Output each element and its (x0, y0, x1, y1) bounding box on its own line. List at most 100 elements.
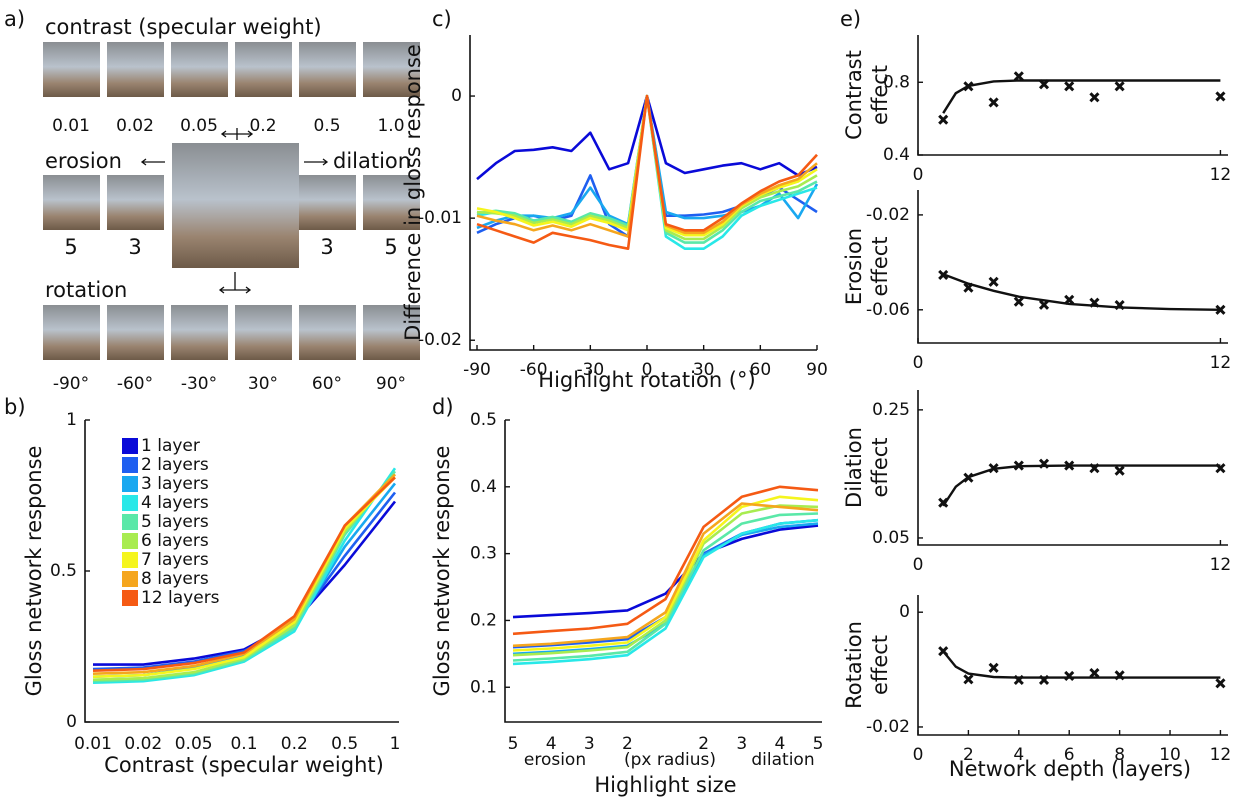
x-tick-label: 90 (806, 360, 828, 380)
series-line (92, 467, 397, 684)
marker (988, 97, 999, 108)
thumbnail (107, 175, 164, 230)
fit-line (942, 79, 1221, 114)
legend-label: 6 layers (141, 531, 209, 551)
marker (963, 282, 974, 293)
marker (1013, 460, 1024, 471)
legend-swatch (122, 476, 138, 492)
marker (1038, 299, 1050, 310)
marker (1038, 458, 1050, 469)
thumb-label: 5 (64, 235, 77, 259)
x-annotation: (px radius) (624, 750, 716, 770)
series-line (476, 94, 818, 250)
fit-line (942, 650, 1221, 679)
y-tick-label: 0.05 (872, 528, 910, 548)
series-line (93, 500, 397, 666)
y-tick-label: 0.5 (50, 561, 77, 581)
y-tick-label: 1 (66, 410, 77, 430)
series-line (512, 495, 819, 652)
x-tick-label: 12 (1210, 353, 1232, 373)
x-tick-label: 12 (1210, 745, 1232, 765)
thumbnail (172, 143, 299, 268)
marker (988, 463, 999, 474)
x-tick-label: 8 (1114, 745, 1125, 765)
legend-label: 1 layer (141, 436, 200, 456)
legend-swatch (122, 457, 138, 473)
thumb-label: -30° (181, 374, 217, 394)
marker (963, 81, 974, 92)
y-tick-label: 0.2 (470, 610, 497, 630)
y-tick-label: -0.06 (866, 300, 910, 320)
axis (504, 420, 822, 723)
marker (1064, 81, 1075, 92)
legend-swatch (122, 438, 138, 454)
x-axis-title: Network depth (layers) (949, 757, 1191, 781)
y-axis-title: Gloss network response (22, 446, 46, 697)
x-axis-title: Contrast (specular weight) (104, 753, 384, 777)
marker (1038, 79, 1050, 90)
y-axis-title: effect (868, 635, 892, 695)
x-tick-label: 0.02 (124, 734, 162, 754)
thumb-label: 0.01 (52, 116, 90, 136)
x-tick-label: 0.05 (175, 734, 213, 754)
y-axis-title: Rotation (842, 621, 866, 709)
thumb-label: 5 (384, 235, 397, 259)
x-axis-title: Highlight rotation (°) (538, 368, 755, 392)
x-tick-label: 3 (736, 734, 747, 754)
marker (1215, 463, 1226, 474)
dilation-arrow (304, 158, 329, 166)
y-tick-label: 0 (451, 86, 462, 106)
panel-label: c) (432, 7, 452, 31)
marker (938, 497, 949, 508)
y-axis-title: Dilation (842, 427, 866, 508)
thumb-label: 0.05 (180, 116, 218, 136)
legend-swatch (122, 514, 138, 530)
x-tick-label: 12 (1210, 165, 1232, 185)
rotation-arrow (218, 272, 252, 294)
y-tick-label: -0.02 (866, 205, 910, 225)
legend-swatch (122, 571, 138, 587)
y-tick-label: 0.5 (470, 410, 497, 430)
x-tick-label: 30 (693, 360, 715, 380)
series-line (92, 470, 397, 683)
series-line (512, 485, 819, 636)
x-tick-label: 5 (813, 734, 824, 754)
x-tick-label: 0.1 (230, 734, 257, 754)
thumbnail (107, 42, 164, 97)
thumbnail (299, 175, 356, 230)
x-tick-label: -90 (463, 360, 491, 380)
legend-label: 5 layers (141, 512, 209, 532)
marker (1089, 297, 1100, 308)
legend-label: 2 layers (141, 455, 209, 475)
thumbnail (299, 305, 356, 360)
thumb-label: 1.0 (377, 116, 404, 136)
thumb-label: 30° (248, 374, 278, 394)
marker (988, 662, 999, 673)
thumbnail (43, 42, 100, 97)
thumbnail (363, 42, 420, 97)
marker (1215, 304, 1226, 315)
x-tick-label: 5 (508, 734, 519, 754)
contrast-arrow (220, 128, 254, 140)
panel-label: a) (4, 7, 25, 31)
x-tick-label: -60 (520, 360, 548, 380)
marker (1114, 299, 1125, 311)
legend-swatch (122, 552, 138, 568)
marker (1013, 71, 1024, 82)
y-tick-label: 0.3 (470, 544, 497, 564)
marker (1089, 463, 1100, 474)
marker (1013, 674, 1024, 685)
legend-label: 12 layers (141, 588, 220, 608)
legend-swatch (122, 533, 138, 549)
x-tick-label: 4 (546, 734, 557, 754)
y-tick-label: 0.25 (872, 400, 910, 420)
marker (1013, 296, 1024, 307)
row-title: dilation (333, 149, 411, 173)
thumbnail (43, 175, 100, 230)
thumbnail (43, 305, 100, 360)
row-title: contrast (specular weight) (45, 15, 322, 39)
legend-label: 7 layers (141, 550, 209, 570)
x-tick-label: 3 (584, 734, 595, 754)
marker (1089, 92, 1100, 103)
